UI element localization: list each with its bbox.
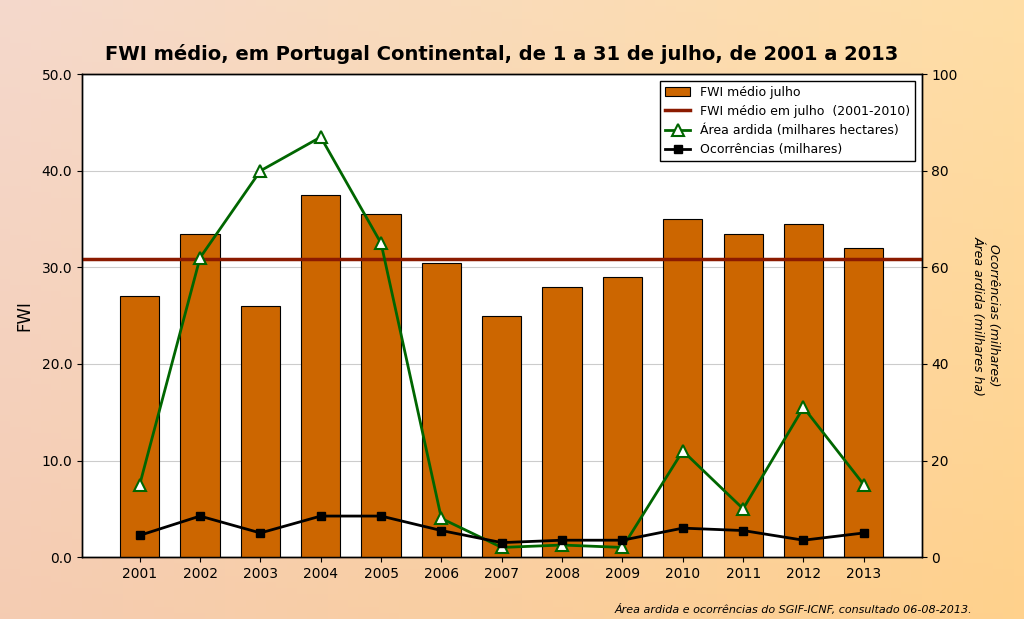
Bar	[301, 195, 340, 557]
Bar	[180, 233, 220, 557]
Bar	[724, 233, 763, 557]
Bar	[422, 262, 461, 557]
Title: FWI médio, em Portugal Continental, de 1 a 31 de julho, de 2001 a 2013: FWI médio, em Portugal Continental, de 1…	[105, 45, 898, 64]
Bar	[603, 277, 642, 557]
Y-axis label: Ocorrências (milhares)
Área ardida (milhares ha): Ocorrências (milhares) Área ardida (milh…	[972, 236, 999, 396]
Bar	[844, 248, 884, 557]
Legend: FWI médio julho, FWI médio em julho  (2001-2010), Área ardida (milhares hectares: FWI médio julho, FWI médio em julho (200…	[660, 80, 915, 162]
Y-axis label: FWI: FWI	[15, 300, 33, 331]
Bar	[664, 219, 702, 557]
Bar	[543, 287, 582, 557]
Text: Área ardida e ocorrências do SGIF-ICNF, consultado 06-08-2013.: Área ardida e ocorrências do SGIF-ICNF, …	[614, 604, 972, 615]
Bar	[482, 316, 521, 557]
Bar	[120, 297, 160, 557]
Bar	[241, 306, 280, 557]
Bar	[783, 224, 823, 557]
Bar	[361, 214, 400, 557]
